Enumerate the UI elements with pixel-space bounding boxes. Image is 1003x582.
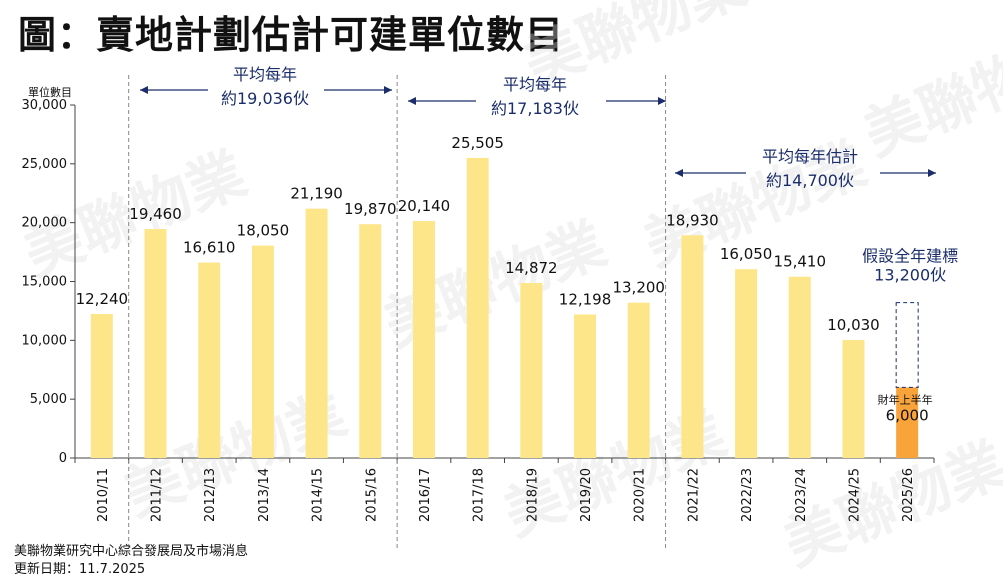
x-tick-label: 2015/16 <box>364 468 379 522</box>
bar-2016/17 <box>412 221 435 458</box>
bar-2024/25 <box>842 339 865 458</box>
x-tick-label: 2025/26 <box>901 468 916 522</box>
first-half-label: 財年上半年 <box>878 392 933 406</box>
bar-2013/14 <box>251 245 274 458</box>
x-tick-label: 2018/19 <box>525 468 540 522</box>
bar-2012/13 <box>198 262 221 458</box>
y-tick-label: 20,000 <box>22 216 68 231</box>
x-tick-label: 2016/17 <box>418 468 433 522</box>
watermark-6: 美聯物業 <box>855 19 1003 169</box>
x-tick-label: 2021/22 <box>686 468 701 522</box>
data-label: 15,410 <box>774 253 827 271</box>
period-label-line1: 平均每年估計 <box>762 147 858 166</box>
bar-2022/23 <box>735 269 758 458</box>
data-label: 10,030 <box>827 316 880 334</box>
data-label: 25,505 <box>451 134 504 152</box>
data-label: 14,872 <box>505 259 558 277</box>
x-tick-label: 2019/20 <box>579 468 594 522</box>
data-label: 6,000 <box>886 406 929 424</box>
period-arrowhead <box>928 169 936 177</box>
period-arrowhead <box>658 97 666 105</box>
x-tick-label: 2013/14 <box>257 468 272 522</box>
data-label: 21,190 <box>290 185 343 203</box>
x-tick-label: 2017/18 <box>472 468 487 522</box>
y-axis-label: 單位數目 <box>28 86 72 99</box>
data-label: 19,460 <box>129 205 182 223</box>
y-tick-label: 0 <box>59 451 67 466</box>
bar-2011/12 <box>144 229 167 458</box>
page-title: 圖：賣地計劃估計可建單位數目 <box>18 13 565 57</box>
x-tick-label: 2011/12 <box>150 468 165 522</box>
bar-2023/24 <box>788 276 811 458</box>
data-label: 18,930 <box>666 211 719 229</box>
period-label-line2: 約14,700伙 <box>766 171 854 190</box>
period-label-line1: 平均每年 <box>233 65 297 84</box>
x-tick-label: 2012/13 <box>203 468 218 522</box>
data-label: 19,870 <box>344 200 397 218</box>
bar-2014/15 <box>305 208 328 458</box>
update-date: 更新日期：11.7.2025 <box>14 562 146 577</box>
x-tick-label: 2024/25 <box>847 468 862 522</box>
data-label: 12,240 <box>76 290 129 308</box>
y-tick-label: 30,000 <box>22 98 68 113</box>
y-tick-label: 15,000 <box>22 275 68 290</box>
y-tick-label: 25,000 <box>22 157 68 172</box>
data-label: 13,200 <box>612 279 665 297</box>
data-label: 16,610 <box>183 239 236 257</box>
period-label-line2: 約19,036伙 <box>221 89 309 108</box>
data-label: 16,050 <box>720 245 773 263</box>
bar-2021/22 <box>681 235 704 458</box>
target-label-line1: 假設全年建標 <box>862 247 958 266</box>
bar-2010/11 <box>90 313 113 458</box>
y-tick-label: 5,000 <box>30 392 67 407</box>
target-outline <box>895 302 919 388</box>
data-label: 12,198 <box>559 290 612 308</box>
bar-2017/18 <box>466 157 489 458</box>
period-arrowhead <box>675 169 683 177</box>
data-label: 18,050 <box>237 222 290 240</box>
y-tick-label: 10,000 <box>22 333 68 348</box>
target-label-line2: 13,200伙 <box>874 266 946 285</box>
x-tick-label: 2014/15 <box>311 468 326 522</box>
period-label-line2: 約17,183伙 <box>491 99 579 118</box>
x-tick-label: 2022/23 <box>740 468 755 522</box>
x-tick-label: 2020/21 <box>633 468 648 522</box>
x-tick-label: 2010/11 <box>96 468 111 522</box>
bar-2025/26 <box>896 387 919 458</box>
source-note: 美聯物業研究中心綜合發展局及市場消息 <box>14 544 249 559</box>
x-tick-label: 2023/24 <box>794 468 809 522</box>
bar-2018/19 <box>520 283 543 458</box>
bar-2019/20 <box>574 314 597 458</box>
period-label-line1: 平均每年 <box>503 75 567 94</box>
bar-2020/21 <box>627 302 650 458</box>
data-label: 20,140 <box>398 197 451 215</box>
period-arrowhead <box>384 86 392 94</box>
period-arrowhead <box>408 97 416 105</box>
period-arrowhead <box>140 86 148 94</box>
bar-2015/16 <box>359 224 382 458</box>
